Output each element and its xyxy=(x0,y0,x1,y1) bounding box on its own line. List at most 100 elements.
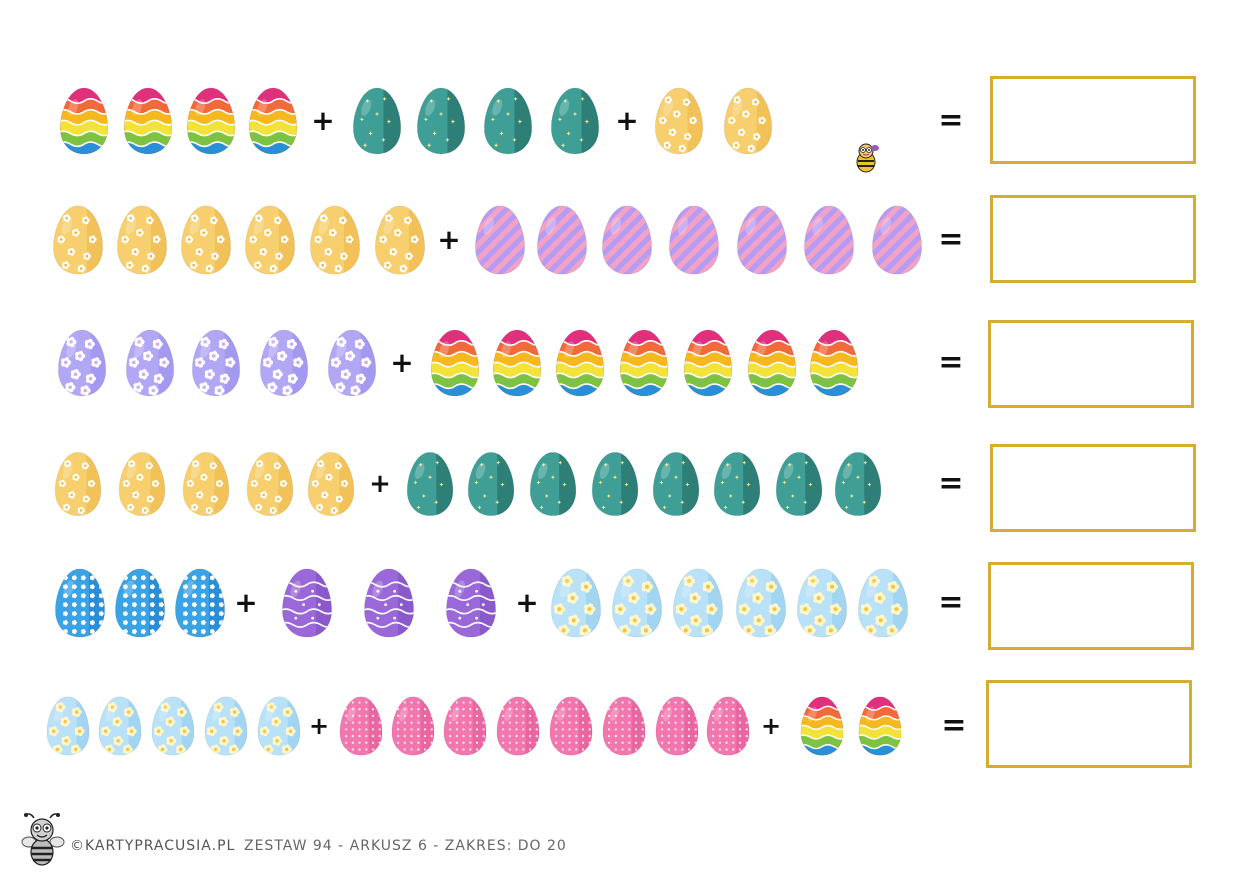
stripe-egg-icon xyxy=(869,202,925,282)
rainbow-egg-icon xyxy=(246,84,300,162)
stripe-egg-icon xyxy=(534,202,590,282)
equals-sign: = xyxy=(938,466,964,501)
lightblue-daisy-egg-icon xyxy=(96,694,144,762)
bee-mascot-small-icon xyxy=(851,140,881,178)
teal-star-egg-icon xyxy=(404,450,456,522)
answer-box[interactable] xyxy=(988,562,1194,650)
lightblue-daisy-egg-icon xyxy=(609,565,665,645)
plus-sign: + xyxy=(369,469,391,499)
equals-sign: = xyxy=(941,708,967,743)
yellow-flower-egg-icon xyxy=(305,450,357,522)
rainbow-egg-icon xyxy=(428,327,482,403)
answer-box[interactable] xyxy=(986,680,1192,768)
lightblue-daisy-egg-icon xyxy=(670,565,726,645)
footer-brand: ©KARTYPRACUSIA.PL xyxy=(70,838,236,854)
teal-star-egg-icon xyxy=(350,84,404,162)
teal-star-egg-icon xyxy=(465,450,517,522)
pink-dots-egg-icon xyxy=(547,694,595,762)
equals-sign: = xyxy=(938,585,964,620)
purple-wave-egg-icon xyxy=(279,565,335,645)
lightblue-daisy-egg-icon xyxy=(733,565,789,645)
rainbow-egg-icon xyxy=(57,84,111,162)
yellow-flower-egg-icon xyxy=(50,202,106,282)
teal-star-egg-icon xyxy=(650,450,702,522)
blue-flower-egg-icon xyxy=(172,565,228,645)
plus-sign: + xyxy=(437,223,461,256)
pink-dots-egg-icon xyxy=(704,694,752,762)
lightblue-daisy-egg-icon xyxy=(149,694,197,762)
pink-dots-egg-icon xyxy=(337,694,385,762)
footer-info: ZESTAW 94 - ARKUSZ 6 - ZAKRES: DO 20 xyxy=(244,838,567,854)
rainbow-egg-icon xyxy=(553,327,607,403)
yellow-flower-egg-icon xyxy=(116,450,168,522)
blue-flower-egg-icon xyxy=(112,565,168,645)
yellow-flower-egg-icon xyxy=(114,202,170,282)
plus-sign: + xyxy=(390,346,414,379)
rainbow-egg-icon xyxy=(681,327,735,403)
lightblue-daisy-egg-icon xyxy=(855,565,911,645)
yellow-flower-egg-icon xyxy=(372,202,428,282)
stripe-egg-icon xyxy=(734,202,790,282)
teal-star-egg-icon xyxy=(414,84,468,162)
rainbow-egg-icon xyxy=(184,84,238,162)
pink-dots-egg-icon xyxy=(441,694,489,762)
teal-star-egg-icon xyxy=(589,450,641,522)
purple-wave-egg-icon xyxy=(443,565,499,645)
lightblue-daisy-egg-icon xyxy=(44,694,92,762)
lightblue-daisy-egg-icon xyxy=(548,565,604,645)
pink-dots-egg-icon xyxy=(389,694,437,762)
teal-star-egg-icon xyxy=(711,450,763,522)
teal-star-egg-icon xyxy=(832,450,884,522)
plus-sign: + xyxy=(515,586,539,619)
lavender-flower-egg-icon xyxy=(123,327,177,403)
yellow-flower-egg-icon xyxy=(180,450,232,522)
rainbow-egg-icon xyxy=(617,327,671,403)
rainbow-egg-icon xyxy=(745,327,799,403)
plus-sign: + xyxy=(760,712,782,740)
answer-box[interactable] xyxy=(990,444,1196,532)
stripe-egg-icon xyxy=(666,202,722,282)
yellow-flower-egg-icon xyxy=(721,84,775,162)
lightblue-daisy-egg-icon xyxy=(255,694,303,762)
blue-flower-egg-icon xyxy=(52,565,108,645)
rainbow-egg-icon xyxy=(121,84,175,162)
teal-star-egg-icon xyxy=(527,450,579,522)
answer-box[interactable] xyxy=(988,320,1194,408)
yellow-flower-egg-icon xyxy=(52,450,104,522)
lavender-flower-egg-icon xyxy=(257,327,311,403)
yellow-flower-egg-icon xyxy=(652,84,706,162)
rainbow-egg-icon xyxy=(856,694,904,762)
plus-sign: + xyxy=(615,104,639,137)
lavender-flower-egg-icon xyxy=(325,327,379,403)
equals-sign: = xyxy=(938,222,964,257)
stripe-egg-icon xyxy=(472,202,528,282)
plus-sign: + xyxy=(308,712,330,740)
teal-star-egg-icon xyxy=(773,450,825,522)
rainbow-egg-icon xyxy=(798,694,846,762)
answer-box[interactable] xyxy=(990,76,1196,164)
teal-star-egg-icon xyxy=(481,84,535,162)
teal-star-egg-icon xyxy=(548,84,602,162)
plus-sign: + xyxy=(234,586,258,619)
equals-sign: = xyxy=(938,103,964,138)
pink-dots-egg-icon xyxy=(600,694,648,762)
lightblue-daisy-egg-icon xyxy=(794,565,850,645)
equals-sign: = xyxy=(938,345,964,380)
rainbow-egg-icon xyxy=(490,327,544,403)
purple-wave-egg-icon xyxy=(361,565,417,645)
stripe-egg-icon xyxy=(599,202,655,282)
answer-box[interactable] xyxy=(990,195,1196,283)
pink-dots-egg-icon xyxy=(653,694,701,762)
plus-sign: + xyxy=(311,104,335,137)
lavender-flower-egg-icon xyxy=(189,327,243,403)
lavender-flower-egg-icon xyxy=(55,327,109,403)
rainbow-egg-icon xyxy=(807,327,861,403)
yellow-flower-egg-icon xyxy=(307,202,363,282)
yellow-flower-egg-icon xyxy=(244,450,296,522)
lightblue-daisy-egg-icon xyxy=(202,694,250,762)
yellow-flower-egg-icon xyxy=(242,202,298,282)
pink-dots-egg-icon xyxy=(494,694,542,762)
bee-mascot-icon xyxy=(20,812,66,874)
yellow-flower-egg-icon xyxy=(178,202,234,282)
stripe-egg-icon xyxy=(801,202,857,282)
